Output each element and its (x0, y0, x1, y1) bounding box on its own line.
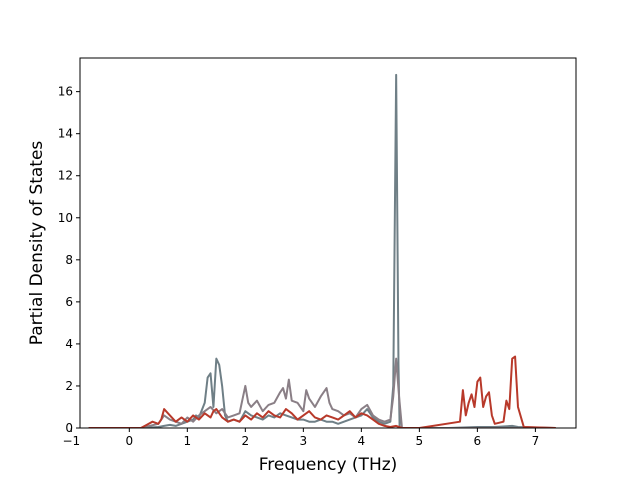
x-tick-label-0: −1 (62, 434, 80, 448)
x-tick-label-7: 6 (474, 434, 482, 448)
x-tick-label-2: 1 (184, 434, 192, 448)
series-line-2 (88, 357, 556, 428)
y-tick-label-3: 6 (65, 295, 73, 309)
x-tick-label-8: 7 (532, 434, 540, 448)
y-tick-label-2: 4 (65, 337, 73, 351)
x-tick-label-5: 4 (358, 434, 366, 448)
x-tick-label-1: 0 (125, 434, 133, 448)
y-tick-label-7: 14 (58, 127, 73, 141)
y-tick-label-6: 12 (58, 169, 73, 183)
y-tick-label-1: 2 (65, 379, 73, 393)
y-tick-label-8: 16 (58, 85, 73, 99)
series-layer (88, 73, 556, 428)
x-tick-label-4: 3 (300, 434, 308, 448)
x-axis-label: Frequency (THz) (259, 455, 398, 475)
x-tick-label-6: 5 (416, 434, 424, 448)
y-tick-label-0: 0 (65, 421, 73, 435)
y-axis-label: Partial Density of States (27, 141, 47, 346)
y-tick-label-5: 10 (58, 211, 73, 225)
plot-frame (79, 57, 577, 429)
x-axis-ticks: −1 0 1 2 3 4 5 6 7 (62, 428, 539, 448)
y-tick-label-4: 8 (65, 253, 73, 267)
series-line-3 (88, 355, 556, 428)
y-axis-ticks: 0 2 4 6 8 10 12 14 16 (58, 85, 80, 435)
x-tick-label-3: 2 (242, 434, 250, 448)
series-line-1 (88, 73, 556, 428)
